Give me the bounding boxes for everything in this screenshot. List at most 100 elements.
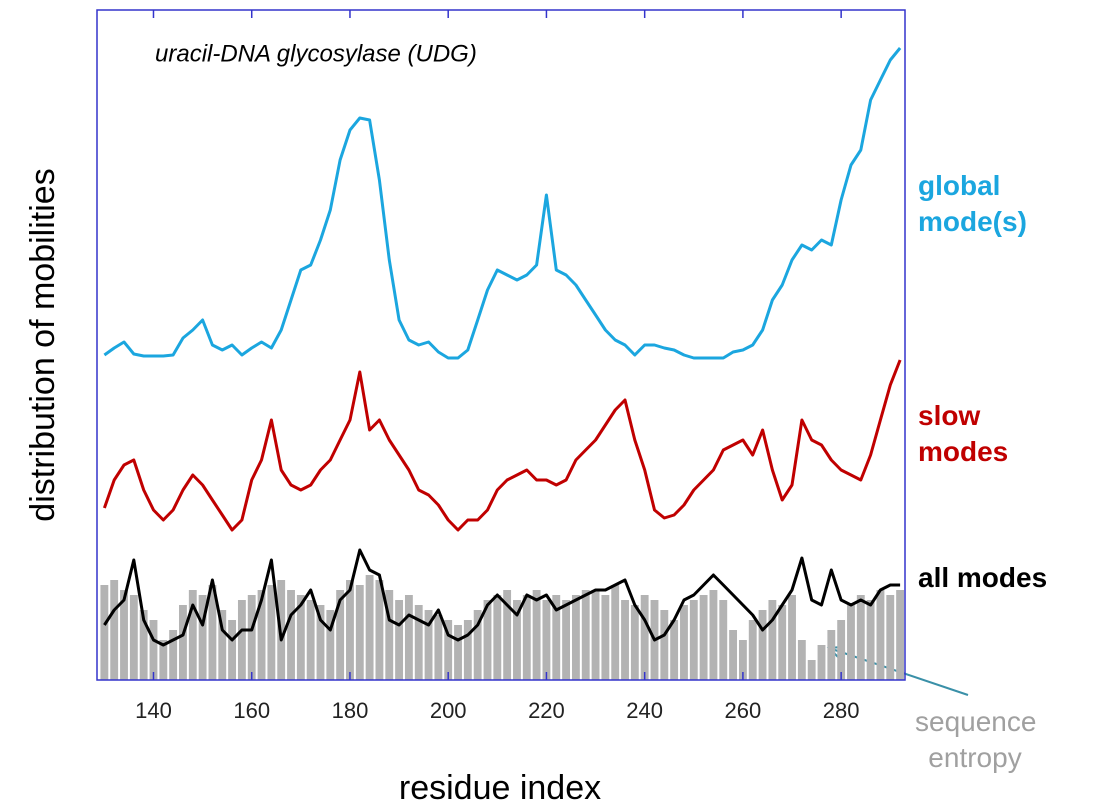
entropy-bar [807,660,816,680]
entropy-bar [768,600,777,680]
x-tick-label: 140 [135,698,172,723]
entropy-bar [188,590,197,680]
chart-title: uracil-DNA glycosylase (UDG) [155,40,477,67]
entropy-bar [483,600,492,680]
entropy-bar [247,595,256,680]
entropy-bar [365,575,374,680]
entropy-bar [797,640,806,680]
entropy-bar [847,605,855,680]
entropy-bar [444,620,453,680]
label-global: global mode(s) [918,170,1027,237]
entropy-bar [208,585,217,680]
entropy-bar [640,595,649,680]
entropy-bar [463,620,472,680]
x-tick-label: 180 [332,698,369,723]
entropy-bar [630,605,639,680]
entropy-bar [837,620,846,680]
entropy-bar [886,595,895,680]
entropy-bar [179,605,187,680]
x-tick-label: 220 [528,698,565,723]
entropy-bar [532,590,541,680]
label-all: all modes [918,562,1048,593]
entropy-bar [581,590,590,680]
entropy-bar [896,590,905,680]
x-tick-label: 160 [233,698,270,723]
entropy-bar [346,580,354,680]
entropy-bar [316,605,325,680]
entropy-bar [680,605,688,680]
entropy-bar [719,600,728,680]
series-line [102,359,902,532]
entropy-bar [404,595,413,680]
entropy-bar [571,595,580,680]
entropy-bar [296,595,305,680]
entropy-bar [120,590,128,680]
entropy-bar [434,615,443,680]
entropy-bar [493,595,502,680]
entropy-bar [149,620,158,680]
entropy-bar [856,595,865,680]
entropy-bar [385,590,394,680]
entropy-bar [542,600,551,680]
entropy-bar [699,595,708,680]
entropy-bar [729,630,738,680]
entropy-bar [326,610,335,680]
entropy-bar [198,595,207,680]
entropy-bar [552,595,561,680]
x-tick-label: 280 [823,698,860,723]
entropy-bar [375,580,384,680]
series-line [103,548,901,647]
entropy-bar [817,645,826,680]
y-axis-label: distribution of mobilities [24,168,62,521]
entropy-bar [306,600,315,680]
entropy-bar [503,590,512,680]
series-line [103,47,902,360]
entropy-bar [601,595,610,680]
entropy-bar [237,600,246,680]
entropy-bar [738,640,747,680]
entropy-bar [866,600,875,680]
label-entropy: sequence entropy [915,706,1037,773]
entropy-bar [355,585,364,680]
entropy-bar [758,610,767,680]
label-slow: slow modes [918,400,1009,467]
entropy-bar [876,590,885,680]
entropy-bar [670,620,679,680]
entropy-bar [473,610,482,680]
entropy-bar [689,600,698,680]
entropy-bar [139,610,148,680]
entropy-bar [454,625,462,680]
entropy-bar [788,595,796,680]
x-tick-label: 200 [430,698,467,723]
entropy-bar [424,610,433,680]
entropy-bar [218,610,227,680]
entropy-bar [827,630,836,680]
x-tick-label: 260 [725,698,762,723]
x-axis-label: residue index [399,769,601,807]
entropy-bar [336,590,345,680]
entropy-bar [267,585,276,680]
x-tick-label: 240 [626,698,663,723]
entropy-bar [562,600,571,680]
entropy-bar [709,590,718,680]
entropy-bar [660,610,669,680]
entropy-bar [110,580,119,680]
entropy-bar [129,595,138,680]
entropy-bar [748,620,757,680]
entropy-bar [591,590,600,680]
entropy-bar [169,630,178,680]
entropy-bar [395,600,404,680]
entropy-bar [621,600,629,680]
entropy-bar [257,590,266,680]
entropy-bar [159,640,168,680]
plot-frame [96,9,906,681]
entropy-bar [228,620,237,680]
entropy-bar [522,595,531,680]
entropy-bar [513,600,521,680]
entropy-bar [778,605,787,680]
entropy-bar [100,585,109,680]
entropy-bar [287,590,295,680]
entropy-bar [414,605,423,680]
